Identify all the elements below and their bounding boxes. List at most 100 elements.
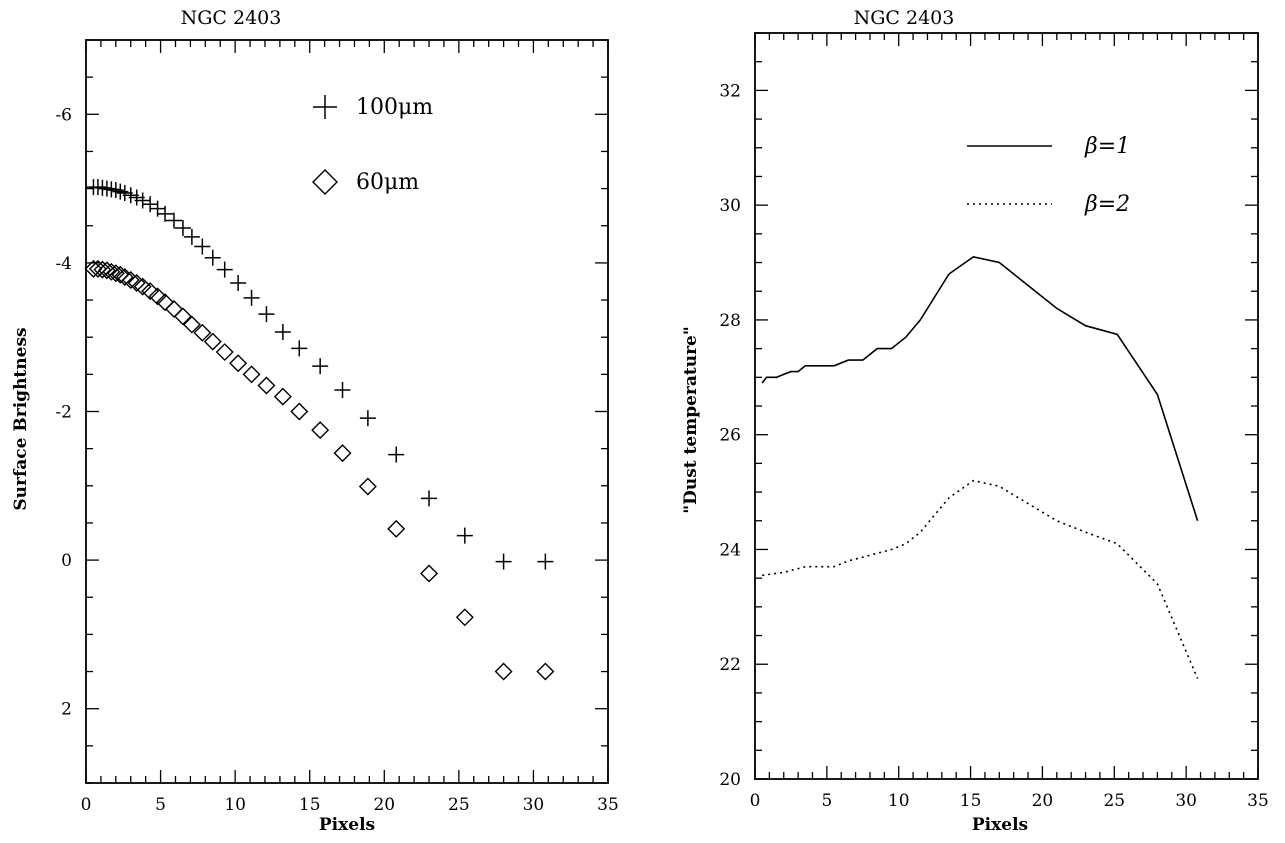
data-point-60um [229, 354, 248, 373]
data-point-100um [274, 323, 291, 340]
legend: β=1 β=2 [967, 134, 1130, 217]
data-point-60um [121, 270, 140, 289]
legend-diamond-symbol [312, 169, 338, 195]
data-point-60um [115, 268, 134, 287]
left-x-tick-label: 15 [299, 795, 321, 815]
data-point-60um [455, 608, 474, 627]
data-point-60um [182, 315, 201, 334]
data-point-100um [142, 196, 159, 213]
data-point-100um [456, 527, 473, 544]
data-point-100um [174, 219, 191, 236]
right-y-tick-label: 24 [719, 540, 741, 560]
data-point-60um [173, 307, 192, 326]
series-line-beta-2 [762, 479, 1199, 679]
right-x-tick-label: 5 [821, 791, 832, 811]
right-x-tick-label: 0 [750, 791, 761, 811]
left-x-tick-label: 5 [155, 795, 166, 815]
data-point-60um [97, 261, 116, 280]
left-x-tick-label: 0 [81, 795, 92, 815]
left-y-tick-label: -2 [55, 403, 72, 423]
data-point-60um [290, 402, 309, 421]
data-point-60um [311, 421, 330, 440]
plot-marks [84, 179, 555, 681]
left-x-tick-label: 20 [373, 795, 395, 815]
left-x-tick-label: 30 [523, 795, 545, 815]
data-point-60um [156, 293, 175, 312]
data-point-60um [148, 287, 167, 306]
data-point-60um [133, 277, 152, 296]
data-point-60um [257, 376, 276, 395]
x-axis-label: Pixels [319, 815, 375, 835]
data-point-100um [537, 553, 554, 570]
left-y-tick-label: 2 [61, 700, 72, 720]
left-y-tick-label: -6 [55, 105, 72, 125]
data-point-100um [258, 306, 275, 323]
data-point-60um [102, 262, 121, 281]
data-point-100um [334, 381, 351, 398]
left-y-tick-label: 0 [61, 551, 72, 571]
data-point-100um [183, 228, 200, 245]
chart-panel-surface-brightness: NGC 2403 Pixels Surface Brightness 0 5 10 1… [11, 7, 619, 835]
right-y-tick-label: 30 [719, 196, 741, 216]
right-x-tick-label: 15 [960, 791, 982, 811]
data-point-100um [421, 490, 438, 507]
data-point-60um [242, 365, 261, 384]
plot-marks [761, 255, 1199, 679]
data-point-100um [204, 249, 221, 266]
right-x-tick-label: 25 [1103, 791, 1125, 811]
data-point-100um [359, 410, 376, 427]
data-point-100um [388, 446, 405, 463]
data-point-60um [106, 264, 125, 283]
data-point-100um [291, 340, 308, 357]
data-point-60um [141, 282, 160, 301]
legend: 100μm 60μm [312, 95, 433, 195]
data-point-100um [216, 261, 233, 278]
data-point-100um [134, 192, 151, 209]
data-point-60um [165, 299, 183, 318]
left-x-tick-label: 10 [224, 795, 246, 815]
legend-plus-symbol [313, 95, 337, 119]
data-point-60um [193, 323, 212, 342]
plot-frame [754, 32, 1259, 780]
right-x-tick-label: 30 [1175, 791, 1197, 811]
data-point-60um [273, 387, 292, 406]
chart-panel-dust-temperature: NGC 2403 Pixels "Dust temperature" 0 5 10 1… [681, 7, 1269, 835]
left-y-tick-label: -4 [55, 254, 72, 274]
right-x-tick-label: 10 [888, 791, 910, 811]
axis-ticks: 0 5 10 15 20 25 30 35 -6 -4 -2 0 2 [55, 39, 619, 815]
right-y-tick-label: 26 [719, 426, 741, 446]
data-point-60um [387, 519, 406, 538]
data-point-100um [165, 212, 182, 229]
y-axis-label: Surface Brightness [11, 327, 31, 510]
legend-symbol-plus [313, 95, 337, 119]
data-point-60um [203, 332, 222, 351]
data-point-100um [112, 183, 129, 200]
series-line-beta-1 [761, 255, 1199, 522]
data-point-60um [536, 662, 555, 681]
legend-symbol-diamond [312, 169, 338, 195]
left-x-tick-label: 25 [448, 795, 470, 815]
data-point-100um [194, 238, 211, 255]
right-y-tick-label: 22 [719, 655, 741, 675]
legend-label-60um: 60μm [356, 170, 419, 195]
data-point-60um [420, 564, 439, 583]
legend-label-beta-1: β=1 [1084, 134, 1130, 159]
right-y-tick-label: 20 [719, 770, 741, 790]
data-point-60um [333, 444, 352, 463]
legend-label-100um: 100μm [356, 95, 433, 120]
data-point-60um [215, 343, 234, 362]
data-point-100um [157, 205, 174, 222]
x-axis-label: Pixels [972, 815, 1028, 835]
plot-frame [85, 39, 609, 784]
data-point-100um [312, 358, 329, 375]
data-point-100um [107, 182, 124, 199]
chart-title: NGC 2403 [854, 7, 955, 29]
legend-label-beta-2: β=2 [1084, 192, 1130, 217]
right-x-tick-label: 20 [1032, 791, 1054, 811]
data-point-100um [495, 553, 512, 570]
y-axis-label: "Dust temperature" [681, 326, 701, 513]
right-x-tick-label: 35 [1247, 791, 1269, 811]
right-y-tick-label: 32 [719, 81, 741, 101]
data-point-100um [243, 289, 260, 306]
